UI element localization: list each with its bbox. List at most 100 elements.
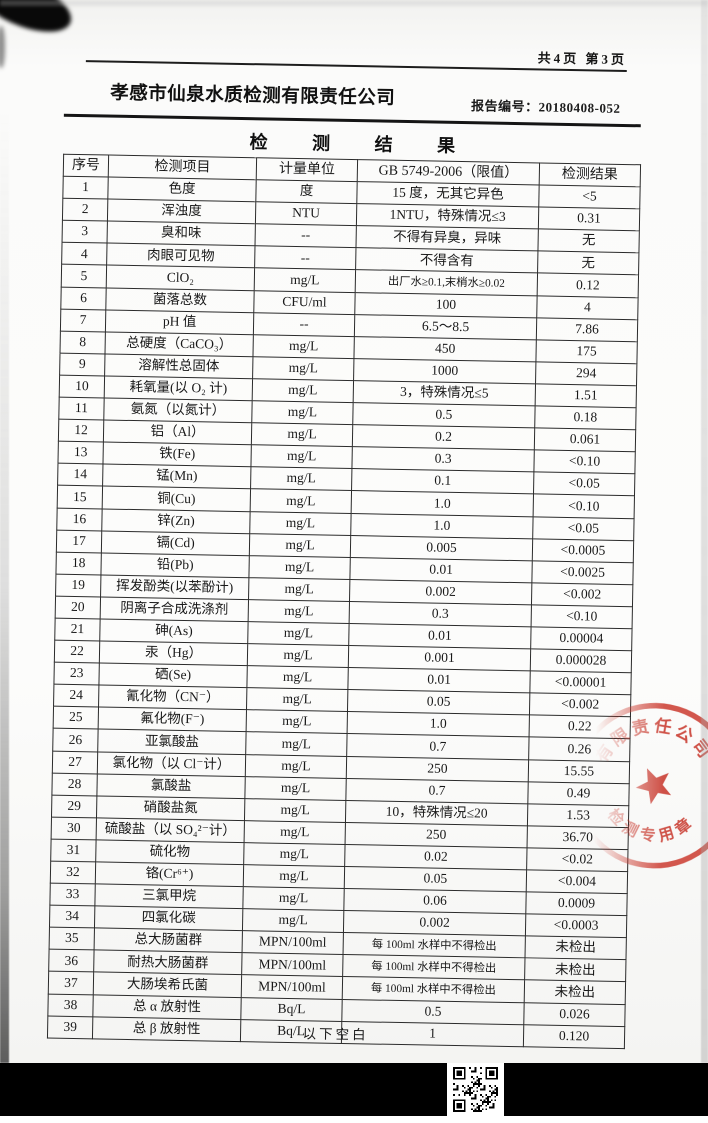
cell: 21: [54, 618, 101, 642]
company-name: 孝感市仙泉水质检测有限责任公司: [110, 81, 396, 108]
cell: 5: [61, 264, 107, 288]
cell: mg/L: [246, 710, 348, 734]
cell: 大肠埃希氏菌: [93, 972, 242, 998]
cell: 硫化物: [95, 839, 245, 865]
cell: 总 α 放射性: [92, 994, 242, 1020]
cell: 3: [62, 220, 108, 244]
cell: 度: [255, 179, 358, 204]
cell: 0.12: [537, 273, 639, 298]
cell: 氯化物（以 Cl⁻计）: [97, 751, 246, 777]
cell: --: [253, 312, 355, 337]
cell: 硒(Se): [98, 663, 248, 688]
cell: 总大肠菌群: [94, 928, 243, 953]
cell: 0.026: [523, 1002, 626, 1027]
cell: <0.10: [533, 494, 635, 519]
cell: <0.10: [533, 450, 636, 475]
cell: 硝酸盐氮: [96, 795, 245, 821]
cell: 294: [535, 361, 637, 386]
cell: mg/L: [252, 334, 355, 359]
cell: 0.18: [534, 405, 637, 430]
page-indicator: 共4页 第3页: [537, 50, 628, 68]
cell: 175: [535, 339, 638, 364]
cell: 25: [53, 706, 99, 730]
results-table: 序号 检测项目 计量单位 GB 5749-2006（限值） 检测结果 1 色度度 15 度，…: [47, 154, 641, 1049]
cell: 铜(Cu): [102, 486, 251, 512]
cell: 20: [55, 596, 101, 619]
cell: 8: [60, 330, 106, 354]
cell: MPN/100ml: [241, 952, 344, 977]
cell: 镉(Cd): [101, 530, 250, 556]
cell: 12: [58, 419, 104, 443]
cell: <0.10: [531, 604, 633, 629]
qr-code: [447, 1063, 504, 1116]
cell: <0.05: [533, 472, 635, 497]
cell: mg/L: [251, 400, 354, 425]
cell: mg/L: [247, 621, 350, 646]
cell: <0.002: [531, 582, 633, 607]
scanner-edge-shadow-right: [701, 0, 708, 1063]
cell: pH 值: [105, 309, 254, 335]
cell: MPN/100ml: [241, 975, 343, 1000]
stamp-outer-ring: [571, 702, 708, 869]
cell: mg/L: [243, 842, 346, 867]
cell: 34: [49, 905, 95, 929]
cell: 9: [59, 353, 105, 376]
qr-modules: [453, 1067, 498, 1112]
cell: mg/L: [243, 864, 345, 889]
cell: 0.31: [538, 207, 640, 232]
cell: mg/L: [252, 356, 354, 381]
cell: 菌落总数: [105, 287, 255, 313]
cell: 耐热大肠菌群: [93, 950, 243, 976]
cell: 氯酸盐: [96, 773, 246, 799]
cell: mg/L: [246, 665, 349, 690]
cell: <0.0025: [531, 560, 634, 585]
cell: 36: [48, 949, 95, 973]
cell: 铝（Al）: [103, 420, 252, 445]
cell: 锌(Zn): [101, 508, 251, 534]
report-number-value: 20180408-052: [538, 99, 621, 116]
cell: 13: [57, 441, 104, 465]
cell: 7: [60, 308, 106, 332]
cell: mg/L: [250, 489, 352, 514]
cell: 10: [59, 375, 105, 399]
cell: mg/L: [252, 378, 354, 403]
bottom-black-strip: [0, 1063, 708, 1116]
cell: 35: [49, 927, 95, 951]
cell: 30: [51, 816, 97, 840]
cell: 0.061: [534, 428, 636, 452]
stamp-star-icon: [635, 768, 672, 805]
cell: 29: [51, 794, 97, 818]
cell: <5: [538, 185, 641, 209]
cell: 总硬度（CaCO₃）: [104, 331, 254, 357]
cell: 铬(Cr⁶⁺): [95, 861, 244, 887]
cell: 33: [49, 883, 96, 907]
cell: 0.00004: [530, 626, 633, 651]
cell: mg/L: [248, 599, 350, 624]
cell: ClO₂: [106, 265, 255, 291]
qr-code-pattern: [453, 1067, 498, 1112]
column-header: 序号: [63, 154, 109, 178]
cell: mg/L: [248, 555, 351, 580]
cell: NTU: [255, 201, 357, 226]
cell: 37: [48, 971, 94, 995]
cell: 三氯甲烷: [94, 884, 244, 909]
cell: mg/L: [244, 776, 347, 801]
cell: <0.05: [532, 516, 635, 541]
cell: 氨氮（以氮计）: [103, 398, 253, 423]
cell: mg/L: [245, 754, 347, 779]
cell: 未检出: [524, 958, 626, 983]
cell: 38: [47, 993, 94, 1017]
cell: mg/L: [254, 268, 356, 293]
cell: 4: [61, 242, 108, 266]
cell: 0.000028: [530, 648, 632, 673]
cell: 26: [52, 728, 99, 752]
cell: 硫酸盐（以 SO₄²⁻计）: [96, 817, 245, 843]
cell: 挥发酚类(以苯酚计): [100, 574, 249, 600]
report-number-label: 报告编号：: [470, 98, 539, 115]
cell: 铁(Fe): [102, 442, 252, 468]
stamp-arc-bottom-text: 检测专用章: [604, 805, 700, 846]
cell: 1.51: [535, 383, 637, 408]
cell: 砷(As): [99, 618, 249, 644]
cell: 4: [536, 295, 639, 320]
cell: 24: [53, 684, 99, 708]
